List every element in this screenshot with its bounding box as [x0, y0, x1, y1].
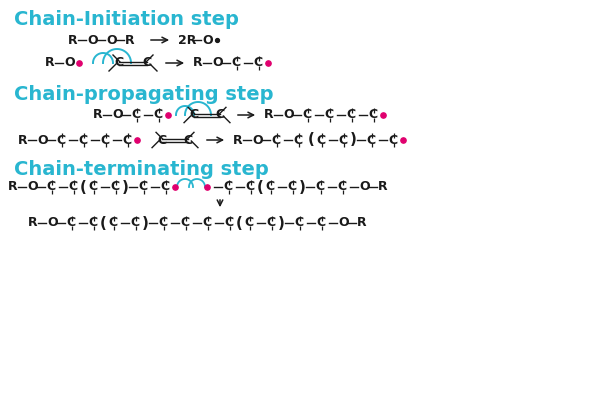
Text: C: C: [287, 181, 296, 194]
Text: C: C: [388, 134, 397, 147]
Text: C: C: [157, 134, 166, 147]
Text: C: C: [138, 181, 147, 194]
Text: (: (: [80, 179, 87, 194]
Text: ): ): [122, 179, 129, 194]
Text: C: C: [366, 134, 375, 147]
Text: C: C: [158, 217, 167, 230]
Text: 2R: 2R: [178, 34, 197, 47]
Text: C: C: [160, 181, 169, 194]
Text: C: C: [88, 181, 97, 194]
Text: C: C: [130, 217, 139, 230]
Text: R: R: [28, 217, 38, 230]
Text: C: C: [293, 134, 302, 147]
Text: R: R: [233, 134, 243, 147]
Text: C: C: [245, 181, 254, 194]
Text: R: R: [45, 57, 54, 70]
Text: R: R: [125, 34, 135, 47]
Text: C: C: [223, 181, 232, 194]
Text: C: C: [338, 134, 347, 147]
Text: (: (: [257, 179, 264, 194]
Text: C: C: [216, 109, 225, 122]
Text: R: R: [68, 34, 77, 47]
Text: C: C: [244, 217, 253, 230]
Text: C: C: [271, 134, 280, 147]
Text: R: R: [264, 109, 273, 122]
Text: (: (: [236, 215, 243, 230]
Text: ): ): [278, 215, 285, 230]
Text: O: O: [87, 34, 97, 47]
Text: O: O: [64, 57, 74, 70]
Text: C: C: [108, 217, 117, 230]
Text: C: C: [265, 181, 274, 194]
Text: C: C: [46, 181, 55, 194]
Text: C: C: [142, 57, 152, 70]
Text: C: C: [202, 217, 211, 230]
Text: C: C: [180, 217, 189, 230]
Text: C: C: [100, 134, 109, 147]
Text: C: C: [231, 57, 240, 70]
Text: C: C: [302, 109, 311, 122]
Text: (: (: [100, 215, 107, 230]
Text: O: O: [359, 181, 370, 194]
Text: C: C: [266, 217, 275, 230]
Text: Chain-terminating step: Chain-terminating step: [14, 160, 269, 179]
Text: C: C: [114, 57, 123, 70]
Text: R: R: [193, 57, 203, 70]
Text: C: C: [324, 109, 333, 122]
Text: R: R: [357, 217, 367, 230]
Text: O: O: [112, 109, 123, 122]
Text: C: C: [122, 134, 131, 147]
Text: (: (: [308, 132, 315, 147]
Text: C: C: [316, 217, 325, 230]
Text: O: O: [252, 134, 263, 147]
Text: O: O: [47, 217, 57, 230]
Text: C: C: [337, 181, 346, 194]
Text: ): ): [350, 132, 357, 147]
Text: O: O: [27, 181, 38, 194]
Text: O: O: [106, 34, 117, 47]
Text: C: C: [66, 217, 75, 230]
Text: Chain-Initiation step: Chain-Initiation step: [14, 10, 239, 29]
Text: O: O: [212, 57, 223, 70]
Text: C: C: [131, 109, 140, 122]
Text: R: R: [8, 181, 18, 194]
Text: C: C: [346, 109, 355, 122]
Text: C: C: [184, 134, 193, 147]
Text: ): ): [299, 179, 306, 194]
Text: O: O: [37, 134, 48, 147]
Text: C: C: [88, 217, 97, 230]
Text: R: R: [18, 134, 28, 147]
Text: C: C: [110, 181, 119, 194]
Text: O: O: [202, 34, 212, 47]
Text: C: C: [316, 134, 325, 147]
Text: C: C: [189, 109, 198, 122]
Text: C: C: [78, 134, 87, 147]
Text: O: O: [338, 217, 348, 230]
Text: R: R: [93, 109, 103, 122]
Text: C: C: [153, 109, 162, 122]
Text: ): ): [142, 215, 149, 230]
Text: C: C: [294, 217, 303, 230]
Text: C: C: [315, 181, 324, 194]
Text: C: C: [368, 109, 377, 122]
Text: C: C: [253, 57, 262, 70]
Text: R: R: [378, 181, 388, 194]
Text: C: C: [224, 217, 233, 230]
Text: Chain-propagating step: Chain-propagating step: [14, 85, 273, 104]
Text: C: C: [56, 134, 65, 147]
Text: C: C: [68, 181, 77, 194]
Text: O: O: [283, 109, 293, 122]
